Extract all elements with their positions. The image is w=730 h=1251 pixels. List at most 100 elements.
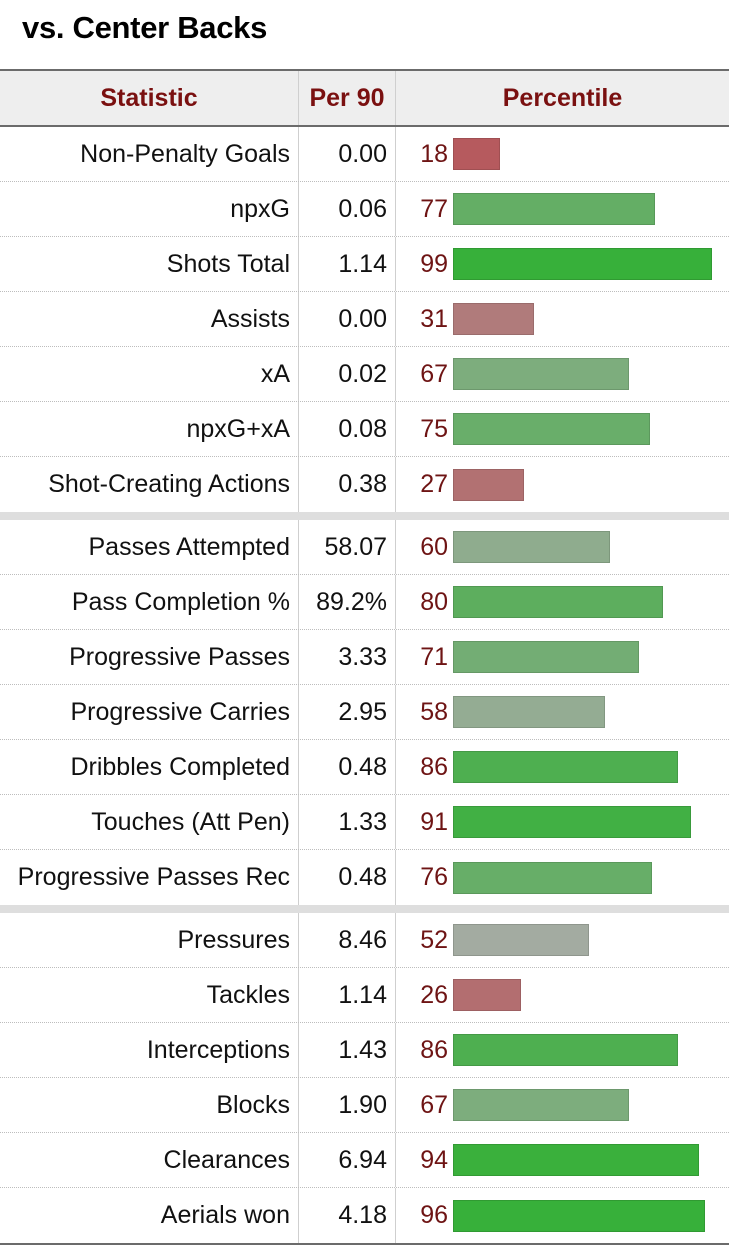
percentile-cell: 77 <box>396 182 729 236</box>
percentile-value: 71 <box>420 642 448 671</box>
table-row: Aerials won 4.18 96 <box>0 1188 729 1243</box>
column-header-per90[interactable]: Per 90 <box>299 71 396 125</box>
percentile-cell: 86 <box>396 740 729 794</box>
table-row: Passes Attempted 58.07 60 <box>0 520 729 575</box>
percentile-value: 96 <box>420 1201 448 1229</box>
table-header: Statistic Per 90 Percentile <box>0 71 729 127</box>
statistic-name: npxG <box>0 182 299 236</box>
statistic-name: Assists <box>0 292 299 346</box>
table-body: Non-Penalty Goals 0.00 18 npxG 0.06 77 Shots T… <box>0 127 729 1243</box>
table-row: Non-Penalty Goals 0.00 18 <box>0 127 729 182</box>
per90-value: 0.48 <box>299 740 396 794</box>
per90-value: 8.46 <box>299 913 396 967</box>
percentile-value: 75 <box>420 414 448 443</box>
percentile-value: 52 <box>420 925 448 954</box>
statistic-name: Touches (Att Pen) <box>0 795 299 849</box>
statistic-name: Progressive Passes Rec <box>0 850 299 905</box>
per90-value: 1.14 <box>299 968 396 1022</box>
percentile-value: 67 <box>420 1090 448 1119</box>
percentile-value: 86 <box>420 1035 448 1064</box>
percentile-value: 86 <box>420 752 448 781</box>
per90-value: 89.2% <box>299 575 396 629</box>
table-row: Touches (Att Pen) 1.33 91 <box>0 795 729 850</box>
percentile-cell: 18 <box>396 127 729 181</box>
percentile-value: 27 <box>420 470 448 498</box>
table-row: Pass Completion % 89.2% 80 <box>0 575 729 630</box>
percentile-bar <box>453 1034 678 1066</box>
table-row: xA 0.02 67 <box>0 347 729 402</box>
per90-value: 1.14 <box>299 237 396 291</box>
percentile-cell: 27 <box>396 457 729 512</box>
per90-value: 2.95 <box>299 685 396 739</box>
statistic-name: Non-Penalty Goals <box>0 127 299 181</box>
column-header-percentile[interactable]: Percentile <box>502 83 623 112</box>
statistic-name: Tackles <box>0 968 299 1022</box>
percentile-cell: 67 <box>396 347 729 401</box>
percentile-bar <box>453 751 678 783</box>
table-row: Interceptions 1.43 86 <box>0 1023 729 1078</box>
percentile-bar <box>453 924 589 956</box>
page-title: vs. Center Backs <box>22 10 268 45</box>
percentile-bar <box>453 979 521 1011</box>
group-separator <box>0 905 729 913</box>
percentile-value: 80 <box>420 587 448 616</box>
percentile-bar <box>453 468 524 501</box>
percentile-cell: 60 <box>396 520 729 574</box>
percentile-value: 94 <box>420 1145 448 1174</box>
percentile-value: 60 <box>420 532 448 561</box>
per90-value: 0.48 <box>299 850 396 905</box>
statistic-name: Interceptions <box>0 1023 299 1077</box>
percentile-value: 26 <box>420 980 448 1009</box>
statistic-name: xA <box>0 347 299 401</box>
statistic-name: Passes Attempted <box>0 520 299 574</box>
per90-value: 0.00 <box>299 127 396 181</box>
table-row: Progressive Carries 2.95 58 <box>0 685 729 740</box>
table-row: Shot-Creating Actions 0.38 27 <box>0 457 729 512</box>
percentile-cell: 91 <box>396 795 729 849</box>
percentile-value: 99 <box>420 249 448 278</box>
statistic-name: Dribbles Completed <box>0 740 299 794</box>
per90-value: 1.90 <box>299 1078 396 1132</box>
percentile-bar <box>453 303 534 335</box>
percentile-cell: 52 <box>396 913 729 967</box>
percentile-cell: 71 <box>396 630 729 684</box>
table-row: Progressive Passes 3.33 71 <box>0 630 729 685</box>
percentile-value: 91 <box>420 807 448 836</box>
percentile-cell: 58 <box>396 685 729 739</box>
statistic-name: Pressures <box>0 913 299 967</box>
percentile-value: 58 <box>420 697 448 726</box>
percentile-cell: 75 <box>396 402 729 456</box>
table-row: npxG 0.06 77 <box>0 182 729 237</box>
table-row: Assists 0.00 31 <box>0 292 729 347</box>
table-row: Dribbles Completed 0.48 86 <box>0 740 729 795</box>
table-row: Shots Total 1.14 99 <box>0 237 729 292</box>
percentile-value: 31 <box>420 304 448 333</box>
percentile-cell: 99 <box>396 237 729 291</box>
percentile-cell: 67 <box>396 1078 729 1132</box>
percentile-bar <box>453 696 605 728</box>
per90-value: 0.00 <box>299 292 396 346</box>
percentile-bar <box>453 138 500 170</box>
statistic-name: Shots Total <box>0 237 299 291</box>
table-row: Blocks 1.90 67 <box>0 1078 729 1133</box>
table-row: Progressive Passes Rec 0.48 76 <box>0 850 729 905</box>
percentile-bar <box>453 806 691 838</box>
statistic-name: Shot-Creating Actions <box>0 457 299 512</box>
percentile-value: 18 <box>420 139 448 168</box>
column-header-statistic[interactable]: Statistic <box>0 71 299 125</box>
percentile-cell: 76 <box>396 850 729 905</box>
per90-value: 58.07 <box>299 520 396 574</box>
percentile-value: 77 <box>420 194 448 223</box>
statistic-name: Clearances <box>0 1133 299 1187</box>
percentile-cell: 86 <box>396 1023 729 1077</box>
percentile-cell: 31 <box>396 292 729 346</box>
table-row: Pressures 8.46 52 <box>0 913 729 968</box>
percentile-bar <box>453 413 650 445</box>
statistic-name: Progressive Carries <box>0 685 299 739</box>
percentile-value: 76 <box>420 863 448 891</box>
percentile-bar <box>453 586 663 618</box>
per90-value: 6.94 <box>299 1133 396 1187</box>
per90-value: 0.38 <box>299 457 396 512</box>
percentile-bar <box>453 193 655 225</box>
percentile-cell: 26 <box>396 968 729 1022</box>
